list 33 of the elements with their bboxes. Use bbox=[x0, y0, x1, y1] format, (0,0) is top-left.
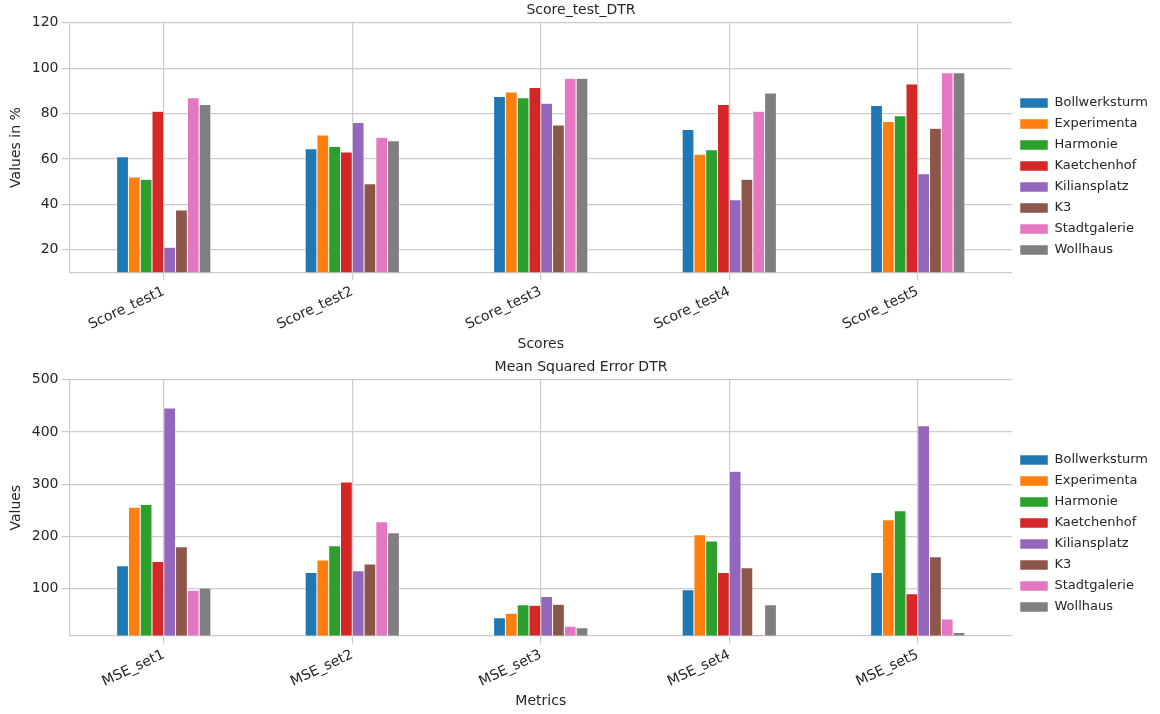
x-axis-title: Metrics bbox=[515, 692, 567, 709]
y-tick-label: 200 bbox=[31, 527, 59, 544]
chart-title: Mean Squared Error DTR bbox=[494, 358, 668, 375]
y-axis-title: Values bbox=[7, 484, 24, 531]
y-tick-label: 40 bbox=[40, 194, 59, 211]
chart-title: Score_test_DTR bbox=[526, 1, 636, 18]
legend-label: K3 bbox=[1054, 199, 1072, 215]
legend-label: Bollwerksturm bbox=[1054, 94, 1149, 110]
y-axis-title: Values in % bbox=[7, 107, 24, 188]
legend-label: Stadtgalerie bbox=[1054, 220, 1134, 236]
y-tick-label: 20 bbox=[40, 240, 59, 257]
legend-label: Wollhaus bbox=[1054, 241, 1114, 257]
y-tick-label: 300 bbox=[31, 474, 59, 491]
y-tick-label: 80 bbox=[40, 104, 59, 121]
y-tick-label: 100 bbox=[31, 579, 59, 596]
legend-label: Experimenta bbox=[1054, 115, 1138, 131]
y-tick-label: 400 bbox=[31, 422, 59, 439]
x-axis-title: Scores bbox=[517, 335, 565, 352]
legend-label: Bollwerksturm bbox=[1054, 451, 1149, 467]
y-tick-label: 100 bbox=[31, 58, 59, 75]
y-tick-label: 500 bbox=[31, 370, 59, 387]
legend-label: Stadtgalerie bbox=[1054, 577, 1134, 593]
legend-label: Kiliansplatz bbox=[1054, 535, 1129, 551]
legend-label: Harmonie bbox=[1054, 136, 1118, 152]
legend-label: Kaetchenhof bbox=[1054, 514, 1137, 530]
legend-label: Kiliansplatz bbox=[1054, 178, 1129, 194]
legend-label: Wollhaus bbox=[1054, 598, 1114, 614]
legend-label: Experimenta bbox=[1054, 472, 1138, 488]
legend-label: Kaetchenhof bbox=[1054, 157, 1137, 173]
legend-label: K3 bbox=[1054, 556, 1072, 572]
y-tick-label: 120 bbox=[31, 13, 59, 30]
legend-label: Harmonie bbox=[1054, 493, 1118, 509]
y-tick-label: 60 bbox=[40, 149, 59, 166]
